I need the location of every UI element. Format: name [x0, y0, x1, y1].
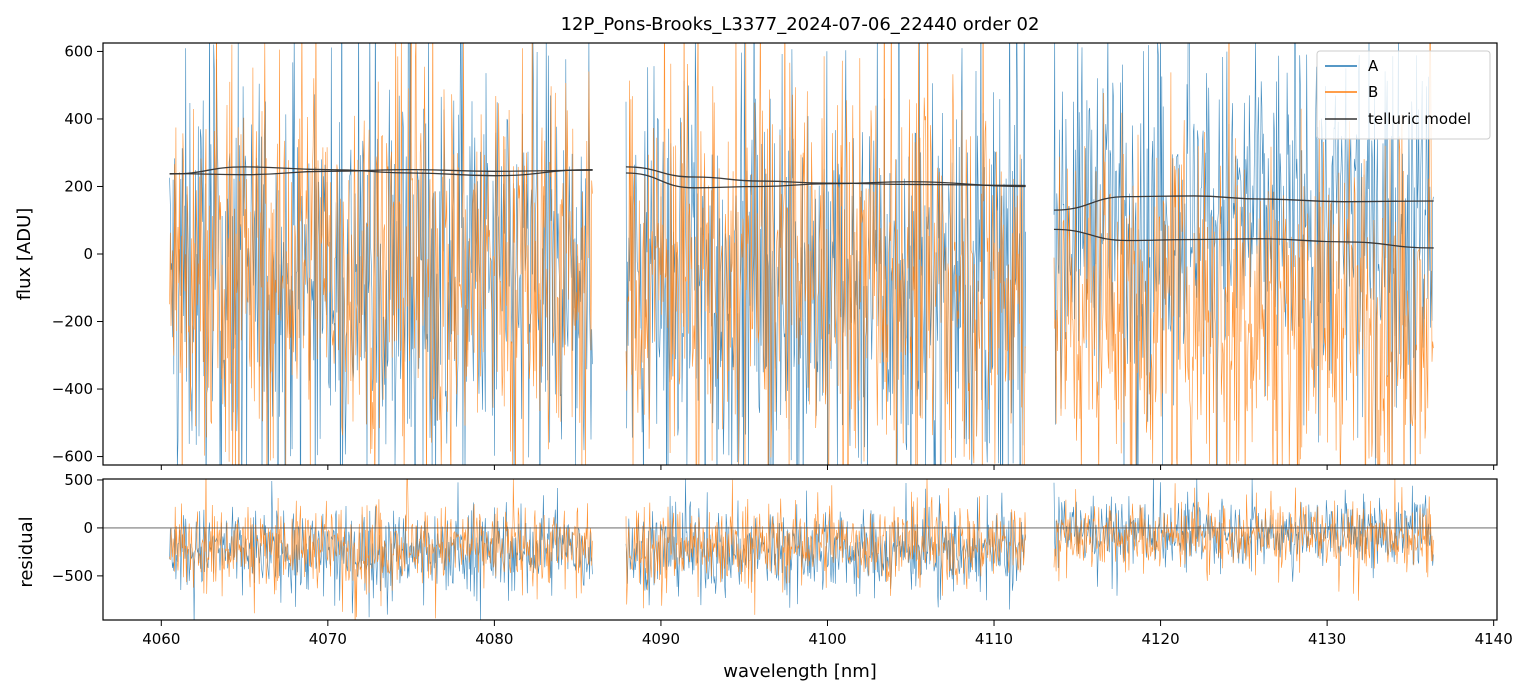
- flux-y-tick-label: 400: [64, 110, 93, 128]
- x-tick-label: 4080: [475, 630, 513, 648]
- series-a-segment-1: [625, 43, 1026, 465]
- flux-plot-area: [169, 43, 1434, 465]
- legend-label-b: B: [1368, 83, 1378, 101]
- telluric-model-curve-2: [625, 166, 1026, 187]
- residual-panel: −500 0 500 4060 4070 4080 4090 4100 4110 4120 413…: [16, 471, 1513, 682]
- telluric-model-curve-3: [625, 172, 1026, 189]
- series-a-segment-2: [1053, 43, 1434, 465]
- flux-panel: −600 −400 −200 0 200 400 600 flux [ADU] A B te…: [14, 42, 1498, 470]
- telluric-model-curve-4: [1053, 195, 1434, 211]
- residual-a-segment-1: [625, 479, 1026, 610]
- flux-y-tick-label: 200: [64, 177, 93, 195]
- residual-y-ticks: −500 0 500: [52, 471, 103, 585]
- residual-y-tick-label: 0: [83, 519, 93, 537]
- telluric-model-curve-5: [1053, 228, 1434, 249]
- x-tick-label: 4140: [1475, 630, 1513, 648]
- series-b-segment-2: [1053, 43, 1434, 465]
- residual-x-ticks: 4060 4070 4080 4090 4100 4110 4120 4130 4140: [142, 620, 1513, 648]
- series-b-segment-1: [625, 43, 1026, 465]
- flux-x-ticks: [160, 465, 1495, 470]
- flux-y-tick-label: −600: [52, 448, 93, 466]
- residual-b-segment-0: [169, 479, 593, 620]
- telluric-model-curve-1: [169, 168, 593, 176]
- residual-plot-area: [103, 479, 1497, 620]
- legend-label-a: A: [1368, 57, 1379, 75]
- x-tick-label: 4100: [808, 630, 846, 648]
- flux-y-label: flux [ADU]: [14, 208, 35, 301]
- x-tick-label: 4130: [1308, 630, 1346, 648]
- flux-y-tick-label: −400: [52, 380, 93, 398]
- x-tick-label: 4060: [142, 630, 180, 648]
- series-b-segment-0: [169, 43, 593, 465]
- flux-y-ticks: −600 −400 −200 0 200 400 600: [52, 42, 103, 466]
- residual-y-label: residual: [16, 516, 37, 587]
- x-tick-label: 4120: [1141, 630, 1179, 648]
- residual-y-tick-label: −500: [52, 567, 93, 585]
- x-tick-label: 4070: [309, 630, 347, 648]
- residual-axes-frame: [102, 478, 1498, 621]
- x-tick-label: 4110: [975, 630, 1013, 648]
- flux-y-tick-label: 0: [83, 245, 93, 263]
- flux-y-tick-label: −200: [52, 313, 93, 331]
- flux-y-tick-label: 600: [64, 42, 93, 60]
- chart-title: 12P_Pons-Brooks_L3377_2024-07-06_22440 o…: [561, 14, 1040, 35]
- legend: A B telluric model: [1316, 50, 1491, 140]
- x-tick-label: 4090: [642, 630, 680, 648]
- residual-b-segment-1: [625, 479, 1026, 615]
- x-axis-label: wavelength [nm]: [723, 661, 877, 682]
- residual-y-tick-label: 500: [64, 471, 93, 489]
- legend-label-telluric: telluric model: [1368, 110, 1471, 128]
- legend-box: [1316, 50, 1491, 140]
- telluric-model-curve-0: [169, 166, 593, 177]
- residual-b-segment-2: [1053, 479, 1434, 601]
